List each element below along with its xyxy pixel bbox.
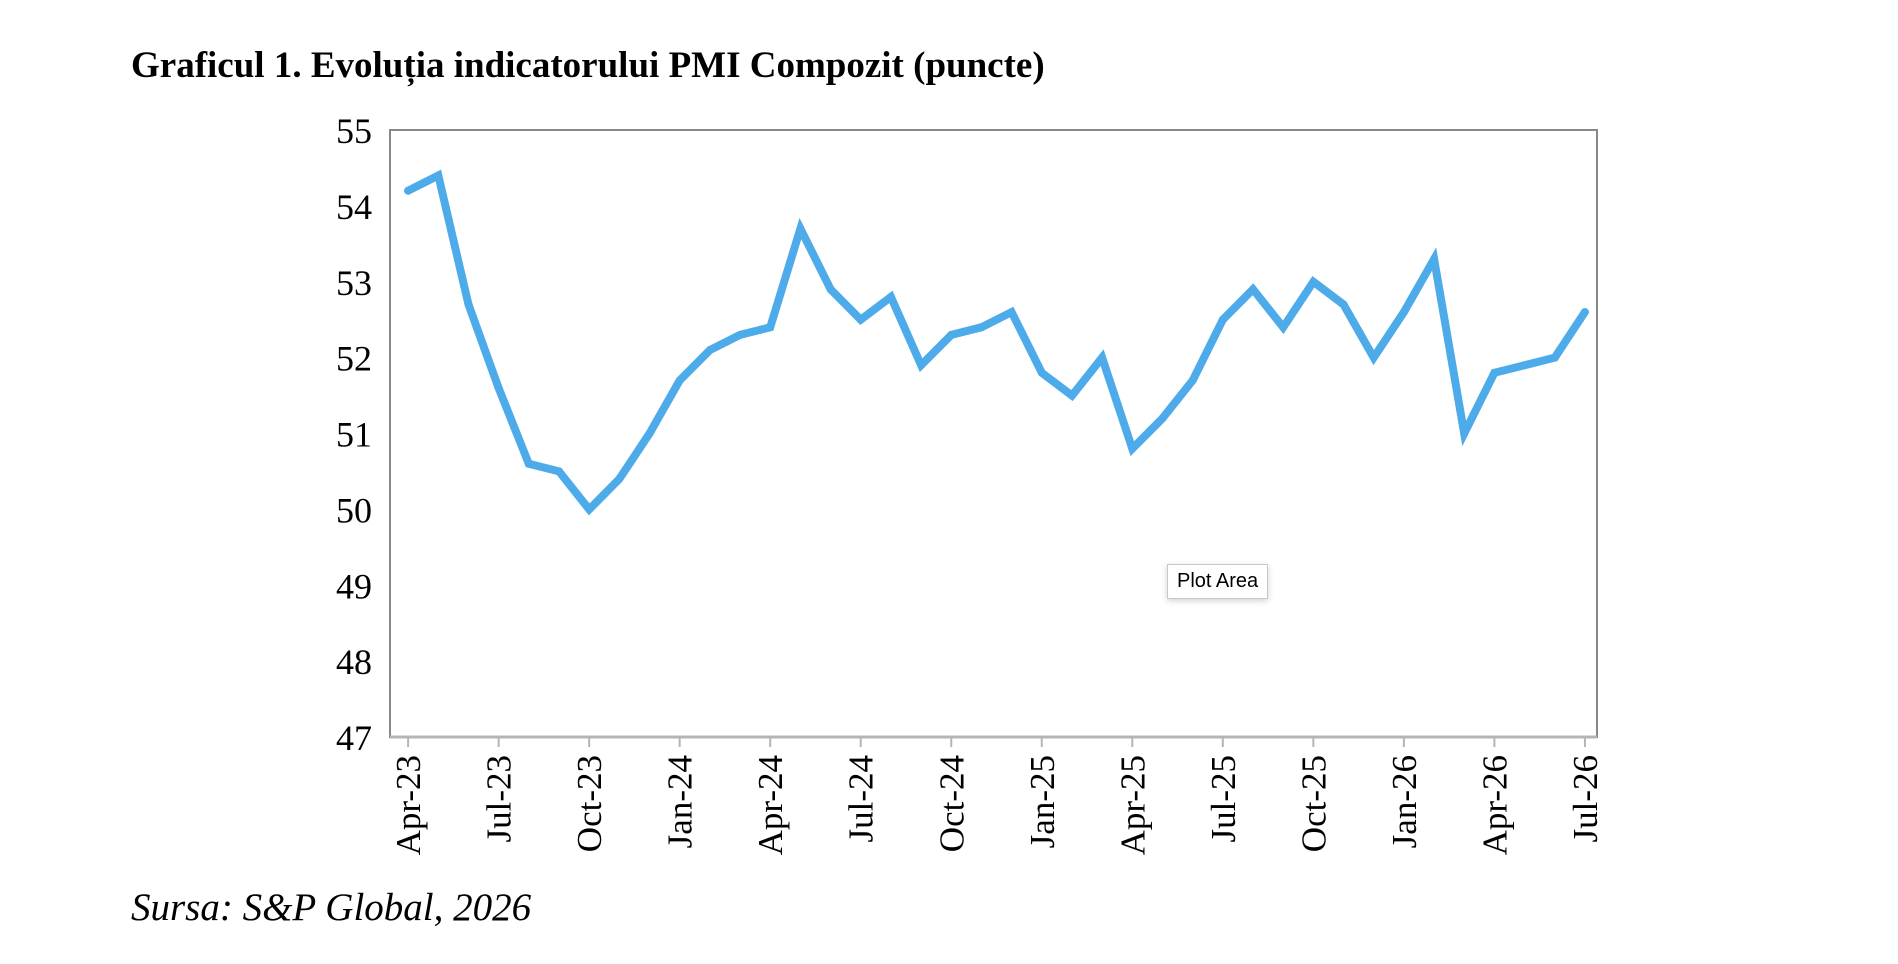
data-point[interactable]: [404, 186, 413, 195]
y-tick-label: 55: [336, 111, 372, 151]
y-axis: 47 48 49 50 51 52 53 54 55: [336, 111, 372, 758]
data-point[interactable]: [1369, 353, 1378, 362]
data-point[interactable]: [917, 361, 926, 370]
x-tick-label: Jan-24: [661, 755, 700, 848]
series-layer: [404, 169, 1589, 516]
data-point[interactable]: [1520, 361, 1529, 370]
y-tick-label: 52: [336, 339, 372, 379]
source-note: Sursa: S&P Global, 2026: [131, 886, 532, 929]
y-tick-label: 53: [336, 263, 372, 303]
x-tick-label: Oct-25: [1294, 755, 1333, 852]
x-tick-label: Apr-23: [389, 755, 428, 855]
data-point[interactable]: [615, 475, 624, 483]
data-point[interactable]: [856, 315, 865, 324]
data-point[interactable]: [1188, 376, 1197, 385]
data-point[interactable]: [555, 467, 563, 476]
data-point[interactable]: [977, 323, 986, 332]
chart-title: Graficul 1. Evoluția indicatorului PMI C…: [131, 45, 1045, 86]
data-point[interactable]: [1309, 277, 1318, 286]
data-point[interactable]: [1550, 353, 1559, 362]
plot-area-frame[interactable]: [389, 129, 1598, 738]
x-tick-label: Oct-24: [932, 755, 971, 852]
x-tick-label: Apr-24: [751, 755, 790, 855]
data-point[interactable]: [1279, 323, 1288, 332]
data-point[interactable]: [1580, 308, 1589, 317]
x-tick-label: Apr-25: [1113, 755, 1152, 855]
data-point[interactable]: [766, 323, 775, 332]
data-point[interactable]: [736, 330, 744, 339]
plot-area-tooltip: Plot Area: [1167, 564, 1269, 599]
data-point[interactable]: [1098, 353, 1107, 362]
series-line[interactable]: [404, 169, 1589, 516]
y-tick-label: 49: [336, 566, 372, 606]
x-tick-label: Oct-23: [570, 755, 609, 852]
data-point[interactable]: [1068, 391, 1076, 400]
data-point[interactable]: [1037, 368, 1046, 377]
x-tick-label: Apr-26: [1475, 755, 1514, 855]
y-tick-label: 48: [336, 642, 372, 682]
x-tick-label: Jan-25: [1023, 755, 1062, 848]
data-point[interactable]: [947, 330, 956, 339]
data-point[interactable]: [524, 459, 533, 468]
y-tick-label: 54: [336, 187, 372, 227]
data-point[interactable]: [585, 505, 594, 514]
data-point[interactable]: [1399, 308, 1408, 317]
data-point[interactable]: [1249, 285, 1257, 294]
y-tick-label: 47: [336, 718, 372, 758]
data-point[interactable]: [1339, 300, 1348, 309]
data-point[interactable]: [1430, 255, 1439, 263]
data-point[interactable]: [886, 292, 895, 301]
data-point[interactable]: [1007, 308, 1016, 317]
data-point[interactable]: [494, 384, 503, 392]
data-point[interactable]: [1158, 414, 1167, 423]
x-tick-label: Jul-25: [1204, 755, 1243, 843]
data-point[interactable]: [464, 300, 473, 309]
y-tick-label: 50: [336, 490, 372, 530]
data-point[interactable]: [1490, 368, 1499, 377]
data-point[interactable]: [645, 429, 654, 438]
data-point[interactable]: [1218, 315, 1227, 324]
x-axis: Apr-23 Jul-23 Oct-23 Jan-24 Apr-24 Jul-24 Oct-…: [389, 735, 1605, 855]
data-point[interactable]: [826, 285, 835, 294]
data-point[interactable]: [1460, 429, 1469, 438]
data-point[interactable]: [434, 171, 443, 180]
x-tick-label: Jul-26: [1566, 755, 1605, 843]
x-tick-label: Jan-26: [1385, 755, 1424, 848]
data-point[interactable]: [675, 376, 684, 385]
data-point[interactable]: [796, 224, 805, 233]
data-point[interactable]: [1128, 444, 1137, 453]
x-tick-label: Jul-24: [842, 755, 881, 843]
data-point[interactable]: [705, 346, 714, 354]
x-tick-label: Jul-23: [480, 755, 519, 843]
y-tick-label: 51: [336, 415, 372, 455]
